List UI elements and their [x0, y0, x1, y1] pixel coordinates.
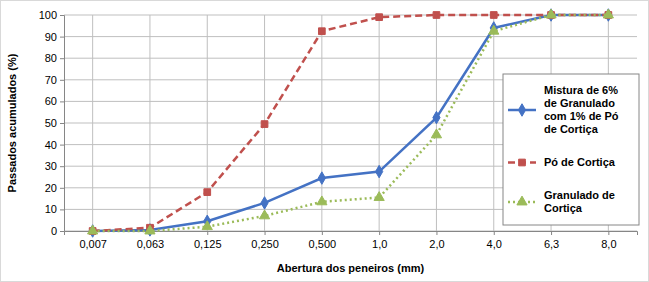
x-axis-title: Abertura dos peneiros (mm)	[277, 262, 425, 274]
series-marker	[88, 225, 98, 234]
y-tick-mark	[60, 101, 64, 102]
y-tick-label: 90	[45, 31, 57, 43]
grid-line-x	[92, 15, 93, 231]
y-tick: 10	[45, 203, 64, 215]
x-tick: 2,0	[429, 231, 444, 250]
y-tick: 20	[45, 182, 64, 194]
series-marker	[374, 192, 384, 201]
series-marker	[431, 129, 441, 138]
series-marker	[376, 14, 383, 21]
y-tick-mark	[60, 123, 64, 124]
x-tick: 0,125	[194, 231, 222, 250]
y-tick-label: 80	[45, 52, 57, 64]
series-marker	[318, 172, 325, 184]
y-axis-title: Passados acumulados (%)	[6, 53, 18, 192]
y-tick-label: 40	[45, 139, 57, 151]
legend-label: Granulado deCortiça	[544, 189, 615, 214]
x-tick: 0,500	[309, 231, 337, 250]
y-tick-label: 0	[51, 225, 57, 237]
legend-box	[503, 74, 639, 225]
y-tick-label: 30	[45, 160, 57, 172]
grid-line-x	[149, 15, 150, 231]
y-tick-mark	[60, 58, 64, 59]
x-tick-label: 0,125	[194, 238, 222, 250]
y-tick-label: 50	[45, 117, 57, 129]
y-tick: 90	[45, 31, 64, 43]
series-marker	[318, 28, 325, 35]
legend-swatch-marker	[519, 159, 526, 166]
grid-line-x	[207, 15, 208, 231]
y-tick: 100	[39, 9, 64, 21]
series-marker	[145, 225, 155, 234]
y-tick: 40	[45, 139, 64, 151]
series-marker	[376, 165, 383, 177]
series-marker	[490, 12, 497, 19]
series-marker	[433, 111, 440, 123]
y-tick: 50	[45, 117, 64, 129]
y-tick-label: 60	[45, 95, 57, 107]
legend: Mistura de 6%de Granuladocom 1% de Póde …	[503, 74, 639, 225]
y-tick-mark	[60, 231, 64, 232]
y-tick: 80	[45, 52, 64, 64]
y-tick: 70	[45, 74, 64, 86]
legend-label: Pó de Cortiça	[544, 156, 616, 168]
series-marker	[603, 9, 613, 18]
x-tick-mark	[322, 231, 323, 235]
x-tick: 4,0	[487, 231, 502, 250]
x-tick: 1,0	[372, 231, 387, 250]
x-tick-mark	[207, 231, 208, 235]
grid	[64, 15, 637, 231]
y-axis: 0 10 20 30 40 50 60 70 80 90 100	[39, 9, 65, 237]
y-tick-label: 10	[45, 203, 57, 215]
x-tick-label: 0,500	[309, 238, 337, 250]
y-tick: 60	[45, 95, 64, 107]
y-tick-label: 100	[39, 9, 57, 21]
legend-swatch-marker	[518, 104, 525, 116]
y-tick-mark	[60, 80, 64, 81]
y-tick-mark	[60, 37, 64, 38]
legend-swatch-marker	[517, 196, 527, 205]
series-marker	[261, 121, 268, 128]
chart: 0 10 20 30 40 50 60 70 80 90 100 0,007 0,063 0,125 0,2…	[0, 0, 649, 282]
grid-line-x	[493, 15, 494, 231]
x-tick-label: 2,0	[429, 238, 444, 250]
x-tick-label: 6,3	[544, 238, 559, 250]
series-marker	[261, 197, 268, 209]
y-axis-line	[60, 16, 65, 232]
x-tick-label: 0,063	[137, 238, 165, 250]
chart-border	[1, 1, 649, 282]
series-marker	[433, 12, 440, 19]
series-marker	[489, 25, 499, 34]
x-tick-mark	[265, 231, 266, 235]
series-marker	[259, 210, 269, 219]
y-tick-mark	[60, 188, 64, 189]
x-tick: 0,250	[251, 231, 279, 250]
series-marker	[546, 9, 556, 18]
x-tick-mark	[494, 231, 495, 235]
x-tick: 8,0	[601, 231, 616, 250]
series-marker	[204, 189, 211, 196]
y-tick: 30	[45, 160, 64, 172]
y-tick: 0	[51, 225, 64, 237]
x-tick-mark	[436, 231, 437, 235]
x-tick-label: 8,0	[601, 238, 616, 250]
x-tick: 6,3	[544, 231, 559, 250]
y-tick-label: 20	[45, 182, 57, 194]
x-tick-mark	[608, 231, 609, 235]
x-tick-label: 0,250	[251, 238, 279, 250]
x-tick-label: 4,0	[487, 238, 502, 250]
y-tick-mark	[60, 209, 64, 210]
y-tick-mark	[60, 15, 64, 16]
y-tick-mark	[60, 166, 64, 167]
y-tick-label: 70	[45, 74, 57, 86]
legend-label: Mistura de 6%de Granuladocom 1% de Póde …	[544, 84, 619, 135]
x-tick-mark	[379, 231, 380, 235]
x-tick-label: 1,0	[372, 238, 387, 250]
series-marker	[202, 221, 212, 230]
x-tick-mark	[551, 231, 552, 235]
series-marker	[317, 196, 327, 205]
x-tick-label: 0,007	[79, 238, 107, 250]
y-tick-mark	[60, 145, 64, 146]
